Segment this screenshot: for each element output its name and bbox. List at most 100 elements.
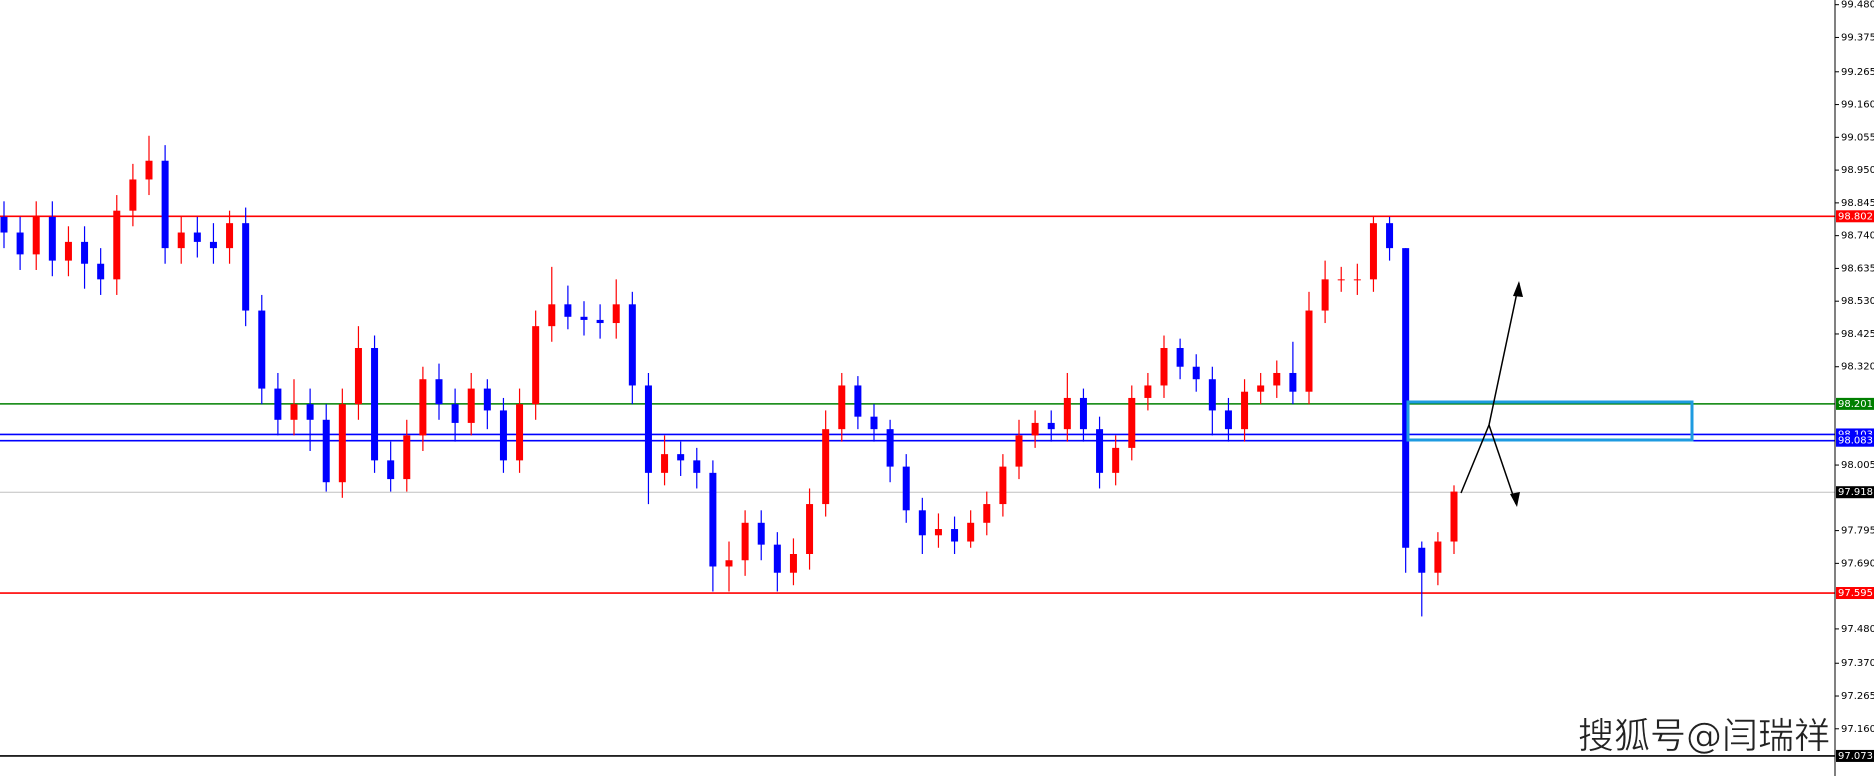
level-label: 97.073 (1838, 751, 1873, 762)
candle-body (64, 241, 72, 261)
candle-body (902, 466, 910, 511)
candle-body (1369, 223, 1377, 280)
candle-body (1224, 410, 1232, 430)
candle-body (467, 388, 475, 423)
y-tick-label: 97.265 (1841, 691, 1874, 702)
level-label-box (1836, 486, 1874, 499)
level-label-box (1836, 749, 1874, 762)
candle-body (1305, 310, 1313, 392)
candle-body (242, 223, 250, 311)
candle-body (1128, 397, 1136, 448)
level-label-box (1836, 434, 1874, 447)
candle-body (177, 232, 185, 249)
candle-body (499, 410, 507, 461)
candle-body (886, 429, 894, 467)
candle-body (16, 232, 24, 255)
level-label: 98.083 (1838, 436, 1873, 447)
y-tick-label: 98.005 (1841, 460, 1874, 471)
candle-body (129, 179, 137, 211)
candle-body (822, 429, 830, 505)
level-label: 97.595 (1838, 588, 1873, 599)
candle-body (516, 404, 524, 461)
y-tick-label: 98.320 (1841, 362, 1874, 373)
y-tick-label: 97.480 (1841, 624, 1874, 635)
candle-body (1176, 348, 1184, 367)
candle-body (709, 472, 717, 567)
candle-body (483, 388, 491, 411)
candle-body (1289, 372, 1297, 392)
candle-body (967, 522, 975, 542)
candle-body (612, 304, 620, 324)
y-tick-label: 97.795 (1841, 526, 1874, 537)
y-tick-label: 99.055 (1841, 132, 1874, 143)
candle-body (306, 404, 314, 420)
candle-body (548, 304, 556, 327)
plot (0, 135, 1835, 757)
candle-body (435, 379, 443, 405)
candle-body (451, 404, 459, 423)
candle-body (870, 416, 878, 430)
candle-body (1418, 547, 1426, 573)
candle-body (1337, 279, 1345, 281)
candle-body (338, 404, 346, 483)
candle-body (596, 319, 604, 324)
candle-body (1353, 279, 1361, 281)
candle-body (1241, 391, 1249, 430)
candle-body (854, 385, 862, 417)
y-tick-label: 97.690 (1841, 558, 1874, 569)
y-tick-label: 98.740 (1841, 231, 1874, 242)
zone-box (1406, 400, 1694, 442)
candle-body (1047, 422, 1055, 430)
candle-body (1112, 447, 1120, 473)
y-tick-label: 99.375 (1841, 32, 1874, 43)
candle-body (258, 310, 266, 389)
candle-body (290, 404, 298, 420)
candle-body (1386, 223, 1394, 249)
candle-body (387, 460, 395, 480)
level-label-box (1836, 210, 1874, 223)
candle-body (1096, 429, 1104, 473)
candle-body (1031, 422, 1039, 436)
y-tick-label: 98.845 (1841, 198, 1874, 209)
candle-body (661, 454, 669, 473)
candle-body (145, 160, 153, 180)
candle-body (1321, 279, 1329, 311)
candle-body (1079, 397, 1087, 430)
candle-body (1160, 348, 1168, 386)
y-tick-label: 98.635 (1841, 263, 1874, 274)
candle-body (32, 216, 40, 255)
candle-body (789, 554, 797, 573)
candle-body (677, 454, 685, 461)
level-label-box (1836, 397, 1874, 410)
candle-body (725, 560, 733, 567)
candle-body (757, 522, 765, 545)
level-label: 98.802 (1838, 211, 1873, 222)
candle-body (0, 216, 8, 233)
candle-body (97, 263, 105, 280)
candle-body (644, 385, 652, 473)
candle-body (628, 304, 636, 386)
candle-body (403, 435, 411, 480)
candle-body (161, 160, 169, 249)
arrow-up-head (1513, 281, 1523, 297)
candle-body (1063, 397, 1071, 430)
candle-body (532, 326, 540, 405)
candle-body (951, 529, 959, 542)
level-label-box (1836, 587, 1874, 600)
candle-body (81, 241, 89, 264)
y-tick-label: 98.425 (1841, 329, 1874, 340)
y-tick-label: 99.160 (1841, 100, 1874, 111)
candle-body (1434, 541, 1442, 573)
arrow-down-head (1510, 492, 1520, 507)
y-tick-label: 98.950 (1841, 165, 1874, 176)
candle-body (1208, 379, 1216, 411)
watermark: 搜狐号@闫瑞祥 (1578, 716, 1830, 757)
candle-body (1192, 366, 1200, 380)
candle-body (1402, 248, 1410, 548)
candle-body (354, 348, 362, 405)
candle-body (741, 522, 749, 561)
y-tick-label: 97.160 (1841, 724, 1874, 735)
candle-body (1273, 372, 1281, 386)
candle-body (1015, 435, 1023, 467)
